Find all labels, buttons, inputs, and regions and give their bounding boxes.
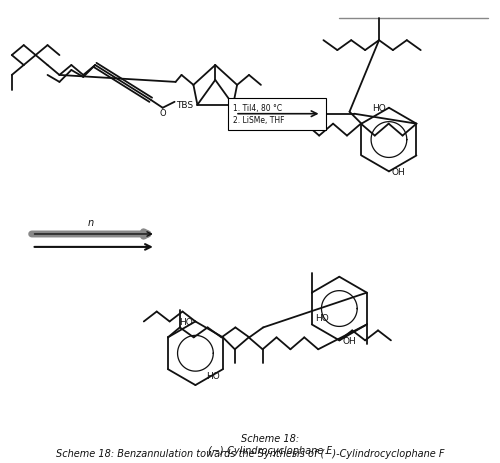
Text: O: O	[160, 108, 166, 118]
Text: 1. TiI4, 80 °C: 1. TiI4, 80 °C	[233, 104, 282, 113]
Text: OH: OH	[342, 336, 356, 345]
Text: HO: HO	[206, 371, 220, 380]
Text: Scheme 18: Benzannulation towards the Synthesis of (−)-Cylindrocyclophane F: Scheme 18: Benzannulation towards the Sy…	[56, 448, 444, 457]
Text: TBS: TBS	[176, 101, 194, 110]
Text: HO: HO	[315, 314, 328, 323]
Text: Scheme 18:: Scheme 18:	[241, 433, 299, 443]
Text: (−)-Cylindrocyclophane F: (−)-Cylindrocyclophane F	[208, 445, 332, 455]
Text: HO: HO	[178, 317, 192, 326]
Text: HO: HO	[372, 104, 386, 113]
Text: 2. LiSMe, THF: 2. LiSMe, THF	[233, 116, 284, 125]
Text: OH: OH	[392, 168, 406, 176]
FancyBboxPatch shape	[228, 99, 326, 130]
Text: n: n	[88, 218, 94, 227]
